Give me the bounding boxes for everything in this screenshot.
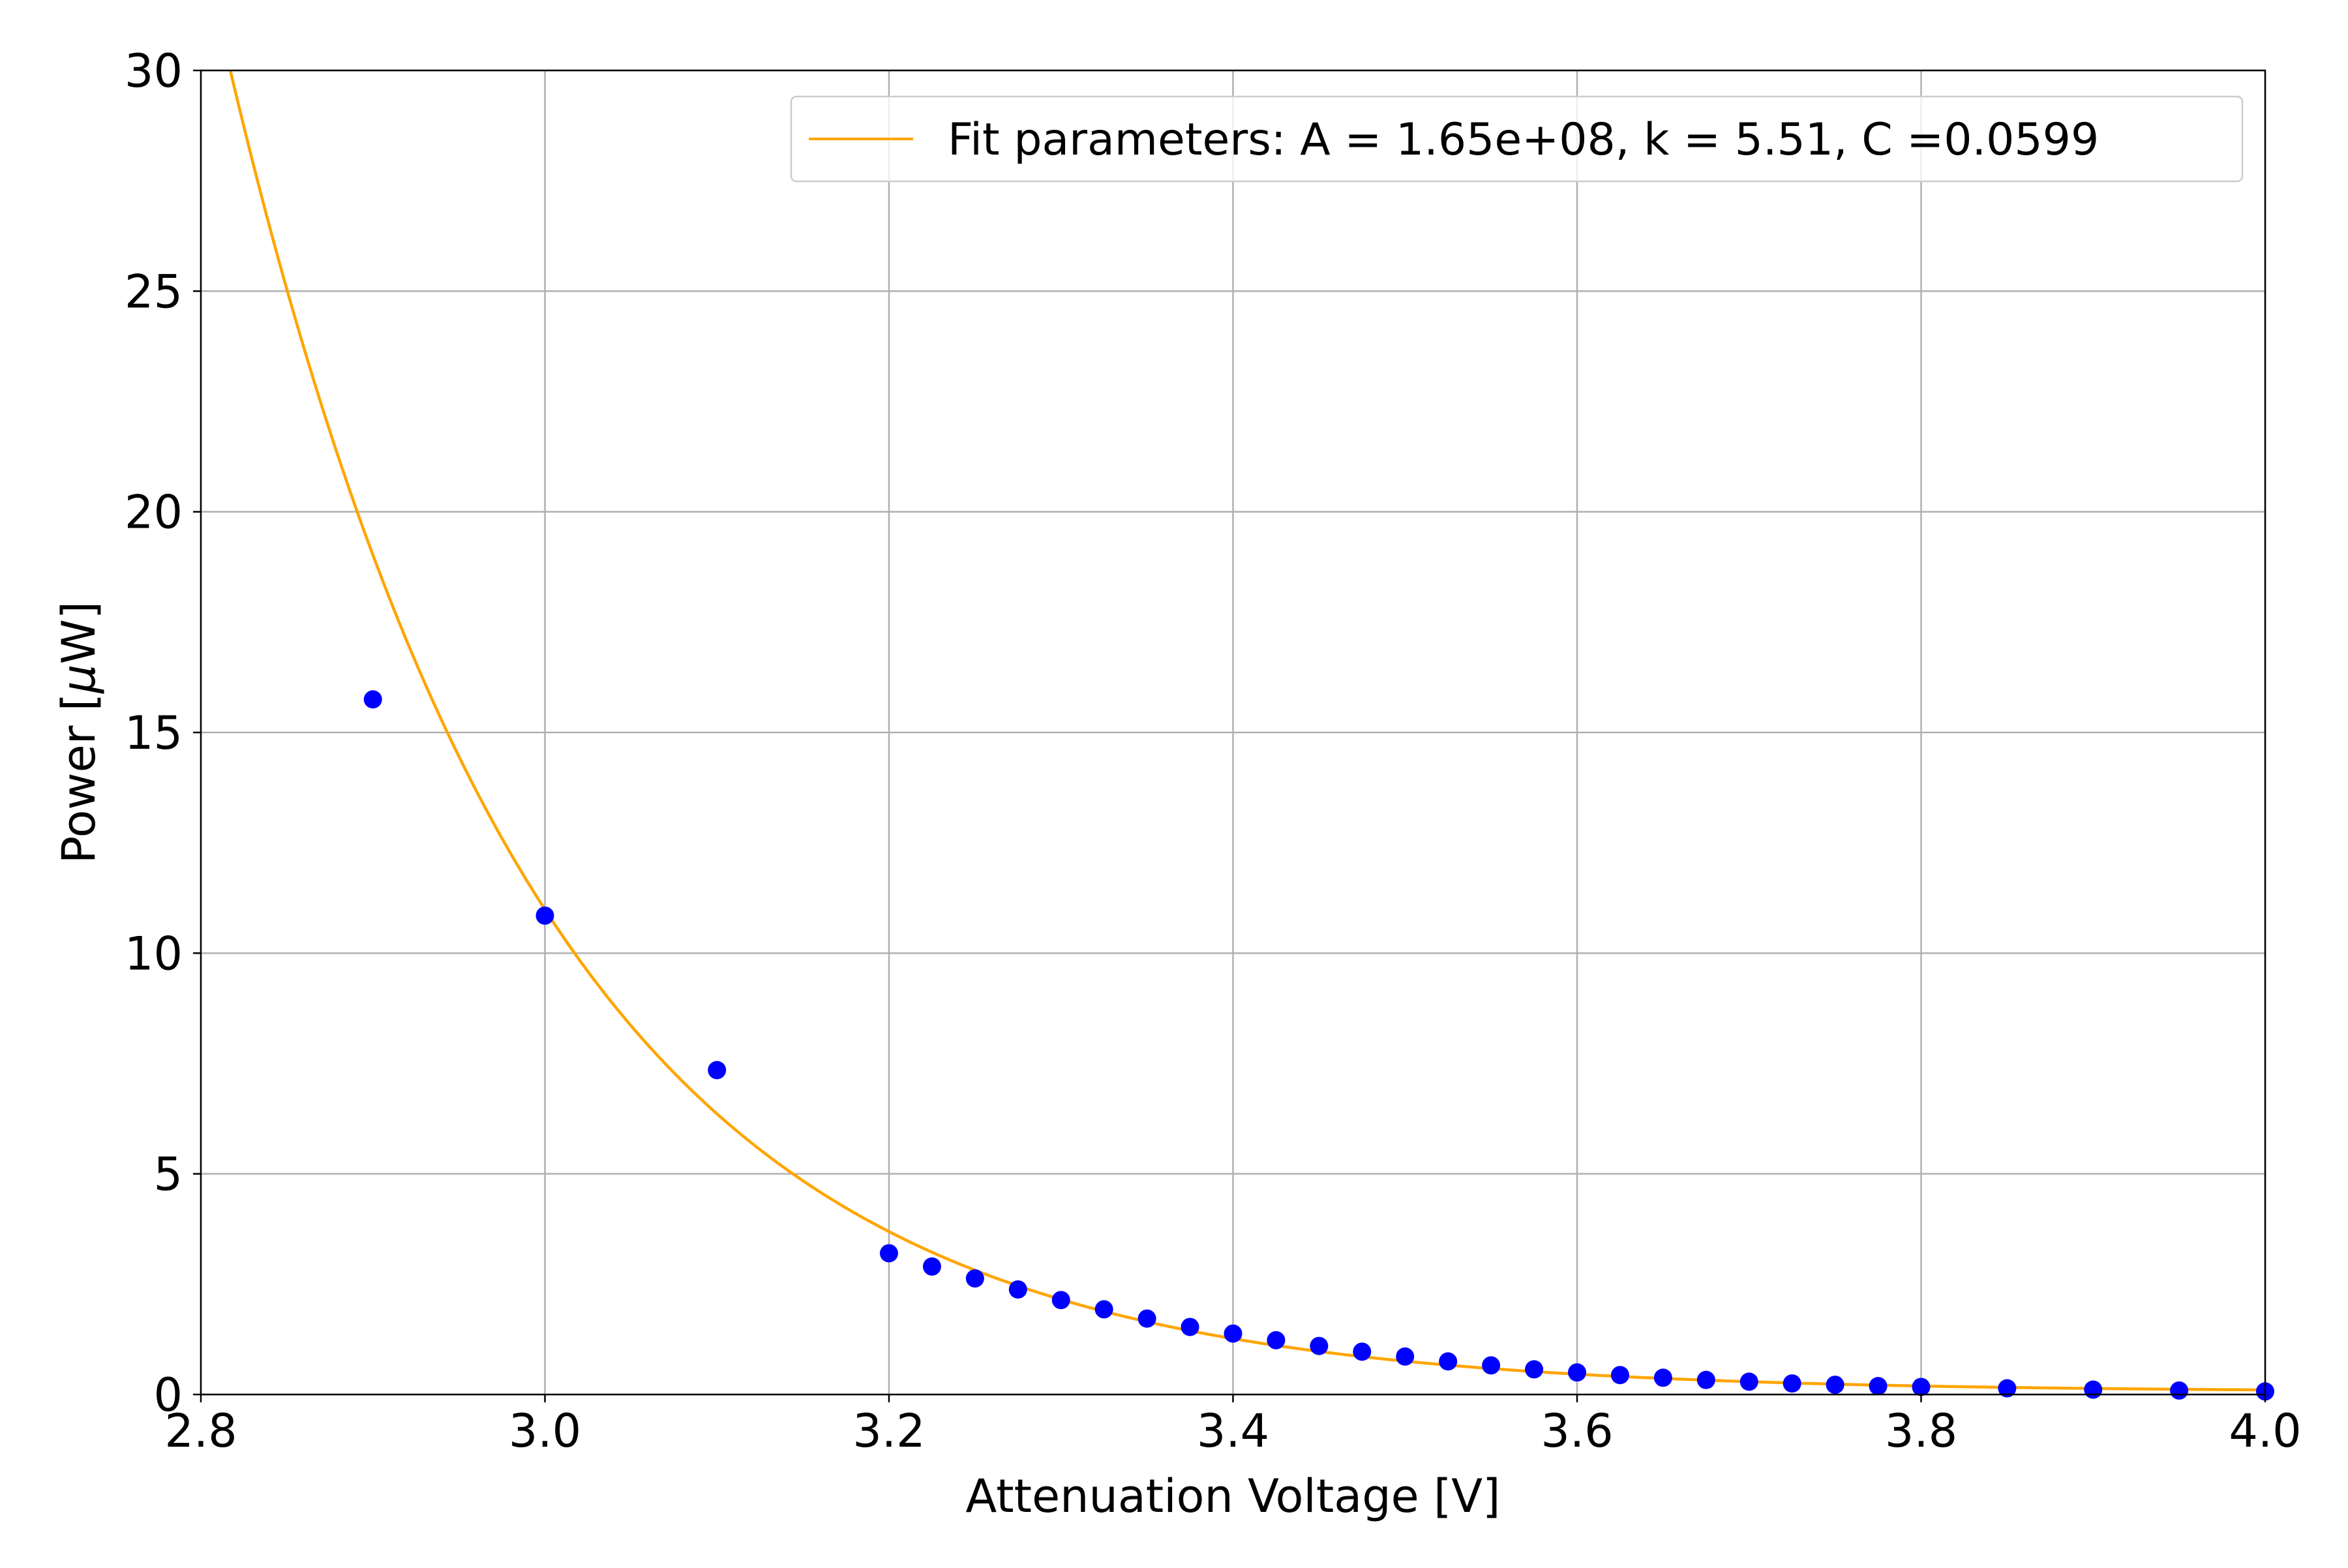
- y-tick-label: 30: [125, 44, 183, 98]
- x-tick-label: 3.0: [509, 1404, 581, 1458]
- y-axis-label-mu: μ: [52, 664, 106, 694]
- x-tick-label: 3.4: [1197, 1404, 1269, 1458]
- legend-label-fit: Fit parameters: A = 1.65e+08, k = 5.51, …: [948, 114, 2099, 166]
- data-point: [1008, 1280, 1027, 1299]
- data-point: [1783, 1374, 1801, 1393]
- data-point: [1739, 1372, 1758, 1391]
- data-point: [1267, 1331, 1286, 1349]
- data-point: [1396, 1347, 1415, 1366]
- data-point: [1826, 1376, 1844, 1395]
- data-point: [1869, 1377, 1888, 1396]
- axis-ticks: 2.8 3.0 3.2 3.4 3.6 3.8 4.0 0 5 10 15 20 25 30: [125, 44, 2302, 1458]
- x-tick-label: 3.6: [1541, 1404, 1613, 1458]
- data-point: [1610, 1366, 1629, 1385]
- x-tick-label: 2.8: [164, 1404, 237, 1458]
- data-point: [2170, 1381, 2189, 1400]
- data-points-layer: [363, 690, 2274, 1401]
- y-tick-label: 15: [125, 706, 183, 760]
- y-axis-label-prefix: Power [: [52, 693, 106, 864]
- data-point: [1696, 1370, 1715, 1389]
- data-point: [1224, 1324, 1242, 1343]
- y-axis-label: Power [μW]: [52, 601, 106, 864]
- fit-curve-line: [228, 70, 2266, 1392]
- data-point: [535, 906, 554, 925]
- x-tick-label: 4.0: [2229, 1404, 2301, 1458]
- fit-curve-layer: [228, 70, 2266, 1392]
- data-point: [2084, 1380, 2103, 1399]
- data-point: [1525, 1360, 1544, 1379]
- y-tick-label: 0: [153, 1368, 183, 1422]
- data-point: [1137, 1309, 1156, 1328]
- data-point: [965, 1269, 984, 1288]
- data-point: [1912, 1378, 1931, 1396]
- data-point: [1353, 1342, 1372, 1361]
- legend: Fit parameters: A = 1.65e+08, k = 5.51, …: [790, 95, 2244, 183]
- y-tick-label: 20: [125, 486, 183, 539]
- data-point: [1998, 1379, 2017, 1398]
- data-point: [922, 1257, 941, 1276]
- data-point: [1181, 1318, 1199, 1336]
- data-point: [1310, 1336, 1329, 1355]
- y-tick-label: 25: [125, 265, 183, 318]
- y-tick-label: 5: [153, 1148, 183, 1201]
- data-point: [1653, 1368, 1672, 1387]
- y-axis-label-suffix: W]: [52, 601, 106, 665]
- data-point: [880, 1244, 898, 1263]
- data-point: [1482, 1356, 1501, 1375]
- data-point: [1439, 1352, 1458, 1371]
- data-point: [1094, 1300, 1113, 1319]
- data-point: [1568, 1363, 1586, 1382]
- grid: [200, 69, 2266, 1396]
- x-tick-label: 3.2: [852, 1404, 925, 1458]
- data-point: [1051, 1291, 1070, 1310]
- y-tick-label: 10: [125, 927, 183, 980]
- x-axis-label: Attenuation Voltage [V]: [966, 1470, 1501, 1523]
- x-tick-label: 3.8: [1885, 1404, 1957, 1458]
- data-point: [363, 690, 382, 709]
- data-point: [708, 1061, 727, 1079]
- legend-box: [790, 95, 2244, 183]
